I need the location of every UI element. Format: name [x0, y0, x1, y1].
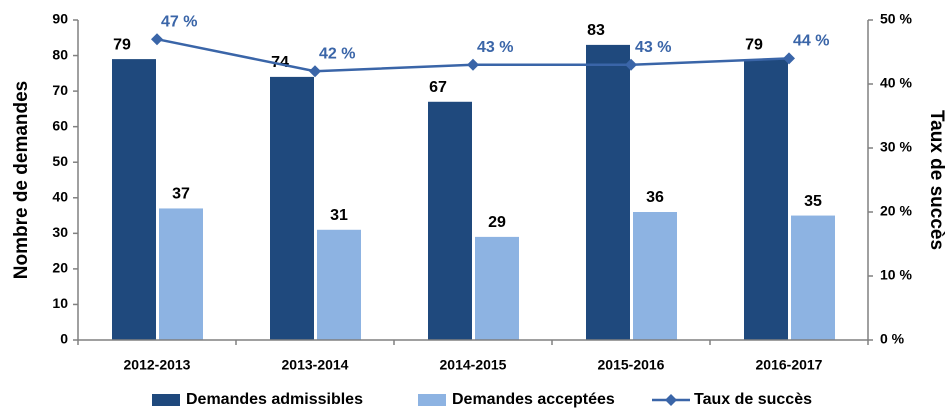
x-tick-label: 2013-2014 [282, 357, 349, 373]
y-tick-label: 50 [52, 153, 68, 169]
x-tick-label: 2012-2013 [124, 357, 191, 373]
line-marker [625, 58, 637, 71]
line-value-label: 44 % [793, 33, 829, 50]
bar-value-label: 29 [488, 214, 506, 231]
y-tick-label: 70 [52, 82, 68, 98]
y-tick-label: 20 [52, 260, 68, 276]
y2-tick-label: 10 % [880, 267, 912, 283]
y-tick-label: 40 [52, 188, 68, 204]
y-tick-label: 0 [60, 331, 68, 347]
line-value-label: 42 % [319, 45, 355, 62]
y-axis-label: Nombre de demandes [11, 81, 32, 280]
bar [475, 236, 519, 340]
bar [317, 229, 361, 340]
bar-value-label: 79 [745, 36, 763, 53]
line-marker [783, 52, 795, 65]
legend-marker [665, 394, 677, 406]
y-tick-label: 30 [52, 224, 68, 240]
y-tick-label: 90 [52, 11, 68, 27]
legend-label: Demandes acceptées [452, 391, 615, 408]
y-tick-label: 80 [52, 46, 68, 62]
y2-tick-label: 20 % [880, 203, 912, 219]
legend-label: Taux de succès [694, 391, 812, 408]
legend-swatch [152, 394, 180, 406]
bar-value-label: 35 [804, 193, 822, 210]
line-marker [467, 58, 479, 71]
legend-label: Demandes admissibles [186, 391, 363, 408]
y2-axis-label: Taux de succès [926, 110, 947, 250]
bar [791, 215, 835, 340]
bar [270, 76, 314, 340]
y2-tick-label: 40 % [880, 75, 912, 91]
bar-value-label: 67 [429, 79, 447, 96]
bar [112, 59, 156, 340]
bar [159, 208, 203, 340]
bar [428, 101, 472, 341]
bar-value-label: 37 [172, 186, 190, 203]
y2-tick-label: 30 % [880, 139, 912, 155]
line-value-label: 43 % [635, 39, 671, 56]
bar-value-label: 83 [587, 22, 605, 39]
legend-swatch [418, 394, 446, 406]
bar-value-label: 74 [271, 54, 289, 71]
bar-value-label: 36 [646, 189, 664, 206]
y-tick-label: 10 [52, 295, 68, 311]
y2-tick-label: 0 % [880, 331, 905, 347]
y2-tick-label: 50 % [880, 11, 912, 27]
line-value-label: 47 % [161, 13, 197, 30]
y-tick-label: 60 [52, 117, 68, 133]
x-tick-label: 2014-2015 [440, 357, 507, 373]
line-value-label: 43 % [477, 39, 513, 56]
x-tick-label: 2015-2016 [598, 357, 665, 373]
bar-value-label: 79 [113, 36, 131, 53]
bar [586, 44, 630, 341]
bar-value-label: 31 [330, 207, 348, 224]
bar [744, 59, 788, 340]
line-marker [151, 33, 163, 46]
line-marker [309, 65, 321, 78]
x-tick-label: 2016-2017 [756, 357, 823, 373]
bar [633, 212, 677, 340]
